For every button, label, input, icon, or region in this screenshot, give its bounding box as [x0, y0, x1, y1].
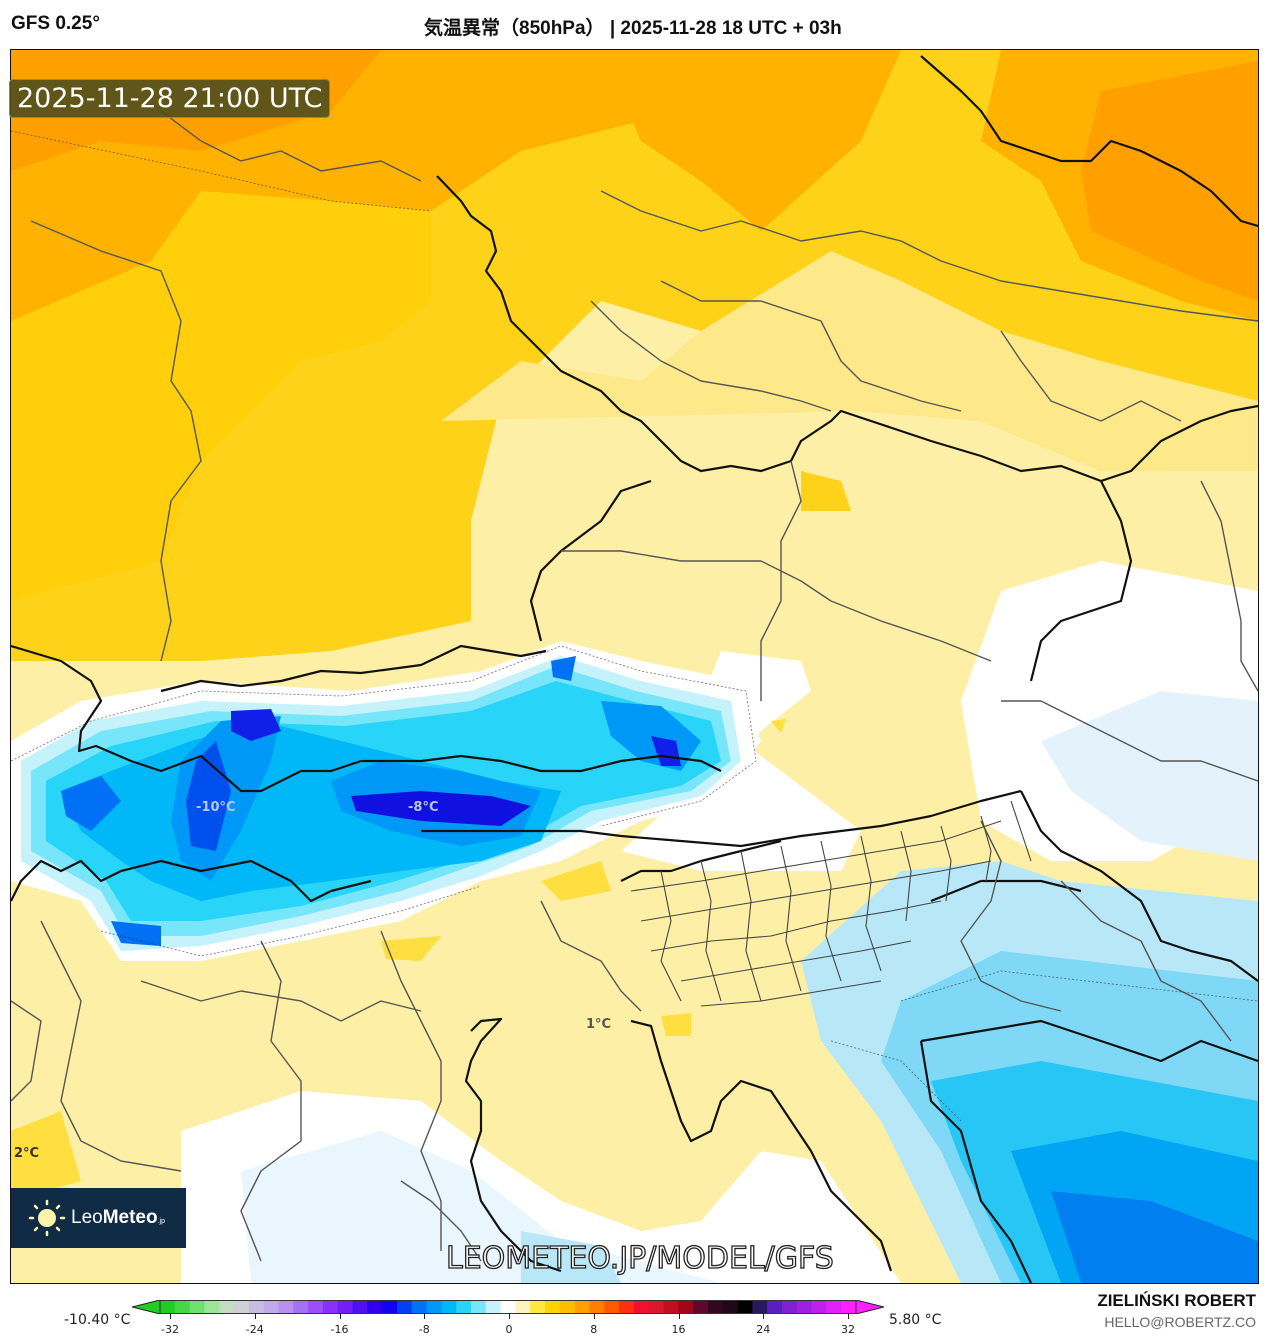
contour-label-minus8: -8°C — [408, 800, 439, 815]
chart-title: 気温異常（850hPa） | 2025-11-28 18 UTC + 03h — [424, 18, 842, 39]
model-label: GFS 0.25° — [11, 13, 100, 34]
author-name: ZIELIŃSKI ROBERT — [1097, 1291, 1256, 1310]
colorbar-tick — [763, 1313, 765, 1319]
colorbar-tick — [848, 1313, 849, 1319]
colorbar-tick-label: 32 — [841, 1323, 855, 1336]
colorbar-tick — [593, 1313, 595, 1319]
valid-time-badge: 2025-11-28 21:00 UTC — [9, 79, 331, 118]
map-panel — [10, 49, 1259, 1284]
colorbar-tick — [170, 1313, 171, 1319]
colorbar-tick — [254, 1313, 256, 1319]
logo-wordmark: LeoMeteo.jp — [71, 1207, 166, 1228]
contour-label-2: 2°C — [14, 1146, 40, 1161]
colorbar-tick-label: -24 — [245, 1323, 264, 1336]
sun-icon — [27, 1198, 67, 1238]
colorbar-tick — [424, 1313, 426, 1319]
colorbar-tick-label: 24 — [756, 1323, 771, 1336]
contour-label-1: 1°C — [586, 1017, 612, 1032]
contour-label-minus10: -10°C — [196, 800, 236, 815]
colorbar-tick-label: 8 — [590, 1323, 598, 1336]
colorbar-tick-label: 16 — [671, 1323, 686, 1336]
colorbar — [131, 1299, 885, 1315]
colorbar-tick — [509, 1313, 510, 1319]
colorbar-max-value: 5.80 °C — [889, 1312, 942, 1328]
colorbar-tick-label: -8 — [418, 1323, 430, 1336]
colorbar-tick-label: -16 — [330, 1323, 349, 1336]
temperature-anomaly-map — [11, 50, 1258, 1283]
colorbar-tick-label: -32 — [161, 1323, 179, 1336]
leometeo-logo: LeoMeteo.jp — [11, 1188, 186, 1248]
colorbar-tick — [678, 1313, 680, 1319]
author-email: HELLO@ROBERTZ.CO — [1104, 1314, 1256, 1330]
source-watermark: LEOMETEO.JP/MODEL/GFS — [445, 1240, 834, 1276]
colorbar-tick-label: 0 — [505, 1323, 513, 1336]
colorbar-tick — [339, 1313, 341, 1319]
colorbar-min-value: -10.40 °C — [64, 1312, 131, 1328]
